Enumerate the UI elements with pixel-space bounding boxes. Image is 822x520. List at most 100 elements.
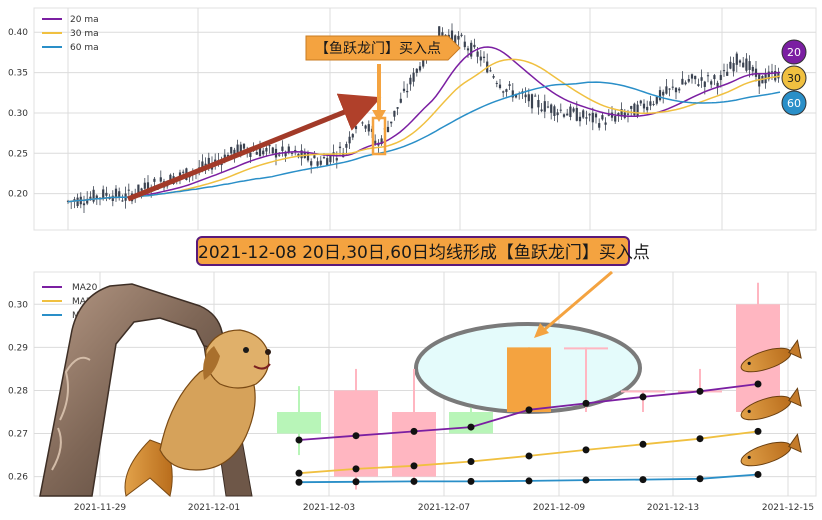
top-ma-line	[67, 81, 781, 203]
dog-body	[159, 363, 256, 471]
top-candle-body	[594, 113, 598, 118]
top-candle-body	[460, 34, 463, 36]
top-candle-body	[348, 136, 351, 144]
top-candle-body	[537, 99, 540, 108]
legend-label-60ma: 60 ma	[70, 43, 99, 53]
top-candle-body	[719, 75, 722, 81]
top-candle-body	[489, 70, 492, 72]
top-candle-body	[454, 35, 457, 46]
top-candle-body	[146, 182, 150, 193]
bottom-tick-labels: 0.26 0.27 0.28 0.29 0.30 2021-11-29 2021-12-01…	[8, 300, 814, 513]
top-candle-body	[319, 160, 322, 165]
koi-fish-30	[740, 387, 802, 421]
top-candle-body	[306, 152, 310, 161]
top-candle-body	[713, 75, 716, 80]
top-candle-body	[313, 155, 316, 159]
top-candle-body	[543, 101, 546, 112]
top-candle-body	[748, 61, 751, 70]
bottom-ma-point	[639, 393, 647, 401]
dog-nose	[265, 349, 271, 355]
bottom-ma-point	[525, 452, 533, 460]
top-candle-body	[738, 60, 742, 63]
dog-eye	[243, 347, 249, 353]
top-candle-body	[646, 106, 649, 111]
top-candle-body	[732, 63, 735, 72]
bottom-ma-point	[754, 380, 762, 388]
top-candle-body	[550, 104, 553, 113]
signal-pointer-head	[372, 110, 386, 122]
koi-fish-20	[740, 339, 802, 373]
top-candle-body	[662, 91, 665, 96]
top-candle-body	[620, 109, 623, 117]
top-candle-body	[178, 172, 182, 177]
top-candle-body	[649, 101, 652, 106]
top-candle-body	[639, 100, 642, 104]
badge-20-circle	[781, 39, 807, 65]
top-y-tick-labels: 0.20 0.25 0.30 0.35 0.40	[8, 28, 28, 199]
top-candle-body	[578, 116, 582, 122]
top-candle-body	[380, 138, 383, 145]
top-candle-body	[86, 198, 89, 204]
top-candle-body	[92, 189, 95, 202]
bottom-ma-point	[754, 470, 762, 478]
top-candle-body	[690, 74, 694, 79]
top-candle-body	[399, 98, 402, 103]
top-candle-body	[463, 41, 466, 48]
top-candle-body	[482, 56, 486, 59]
top-legend: 20 ma 30 ma 60 ma	[42, 15, 99, 53]
top-candle-body	[335, 158, 338, 161]
top-candle-body	[514, 94, 518, 98]
bottom-y-tick-label: 0.27	[8, 430, 28, 440]
top-candle-body	[95, 195, 98, 199]
top-candle-body	[374, 140, 377, 144]
bottom-x-tick-label: 2021-12-09	[533, 503, 586, 513]
top-candle-body	[438, 26, 441, 37]
legend-label-30ma: 30 ma	[70, 29, 99, 39]
top-candle-body	[774, 70, 777, 81]
top-candle-body	[668, 88, 671, 90]
top-candle-body	[601, 115, 604, 120]
top-candle-body	[502, 91, 505, 93]
top-candle-body	[236, 144, 239, 154]
bottom-ma-point	[410, 427, 418, 435]
top-candle-body	[585, 117, 588, 119]
top-candle-body	[390, 121, 393, 124]
bottom-ma-point	[295, 478, 303, 486]
top-candle-body	[233, 149, 236, 157]
bottom-y-tick-label: 0.26	[8, 473, 28, 483]
top-candle-body	[566, 113, 569, 116]
top-candle-body	[678, 88, 681, 91]
koi-fish-group	[740, 339, 802, 467]
bottom-ma-point	[696, 387, 704, 395]
top-candle-body	[345, 143, 348, 148]
top-candle-body	[710, 81, 713, 85]
top-candle-body	[396, 107, 399, 109]
bottom-ma-point	[582, 476, 590, 484]
top-chart: 0.20 0.25 0.30 0.35 0.40 【鱼跃龙门】买入点 20 ma 30 …	[8, 7, 817, 231]
top-candle-body	[127, 189, 130, 191]
bottom-candle-body	[564, 347, 608, 350]
top-candle-body	[703, 81, 706, 87]
top-candle-body	[207, 157, 210, 165]
badge-30-circle	[781, 65, 807, 91]
top-candle-body	[754, 68, 758, 77]
legend-label-ma20: MA20	[72, 283, 98, 293]
bottom-y-tick-label: 0.29	[8, 343, 28, 353]
top-candle-body	[697, 84, 700, 86]
dog-head	[205, 329, 270, 389]
top-candle-body	[111, 195, 114, 201]
top-candle-body	[479, 56, 482, 61]
top-ma-lines	[67, 46, 781, 203]
top-candle-body	[354, 126, 358, 130]
top-candle-body	[508, 84, 511, 86]
top-candle-body	[498, 84, 502, 89]
top-candle-body	[655, 96, 658, 104]
bottom-candle-body	[507, 347, 551, 412]
top-candle-body	[505, 89, 508, 92]
top-candle-body	[511, 90, 514, 98]
top-candle-body	[278, 154, 281, 156]
top-candle-body	[767, 71, 770, 80]
gate-carving	[59, 356, 91, 421]
top-candle-body	[604, 122, 607, 125]
